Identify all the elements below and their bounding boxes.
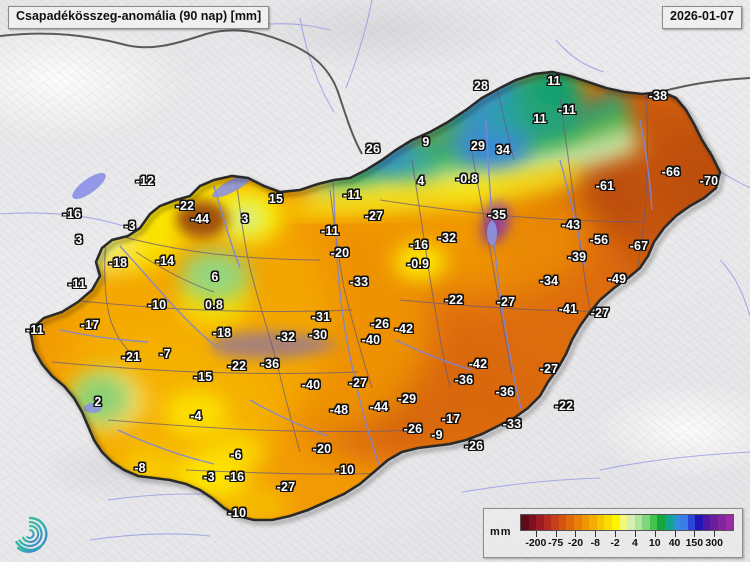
legend-tick-label: -2 xyxy=(610,537,620,549)
legend-color-swatch xyxy=(619,515,628,530)
color-scale-legend: mm -200 -75 -20 -8 -2 4 10 40 150 300 xyxy=(483,508,743,558)
county-borders xyxy=(51,83,683,475)
legend-tick-label: -20 xyxy=(567,537,584,549)
map-date: 2026-01-07 xyxy=(662,6,742,29)
legend-color-swatch xyxy=(574,515,582,530)
legend-unit-label: mm xyxy=(490,526,512,538)
map-title: Csapadékösszeg-anomália (90 nap) [mm] xyxy=(8,6,270,29)
legend-color-swatch xyxy=(634,515,643,530)
legend-tick xyxy=(595,531,597,537)
legend-tick-label: -200 xyxy=(525,537,547,549)
legend-color-swatch xyxy=(710,515,719,530)
legend-color-swatch xyxy=(725,515,734,530)
legend-color-swatch xyxy=(718,515,726,530)
legend-tick xyxy=(615,531,617,537)
legend-tick-label: 10 xyxy=(648,537,661,549)
legend-color-swatch xyxy=(657,515,665,530)
legend-tick-label: 40 xyxy=(668,537,681,549)
legend-color-swatch xyxy=(664,515,673,530)
legend-color-swatch xyxy=(536,515,544,530)
legend-color-swatch xyxy=(627,515,635,530)
legend-tick xyxy=(654,531,656,537)
legend-color-bar xyxy=(520,514,734,531)
legend-color-swatch xyxy=(589,515,597,530)
legend-color-swatch xyxy=(543,515,552,530)
legend-tick-label: 150 xyxy=(685,537,704,549)
legend-color-swatch xyxy=(687,515,696,530)
legend-color-swatch xyxy=(649,515,658,530)
legend-color-swatch xyxy=(611,515,620,530)
legend-tick-label: -75 xyxy=(548,537,564,549)
foreign-borders xyxy=(0,29,750,155)
lakes xyxy=(84,174,497,413)
legend-tick-marks xyxy=(520,531,734,537)
legend-tick xyxy=(634,531,636,537)
legend-color-swatch xyxy=(521,515,529,530)
legend-tick xyxy=(575,531,577,537)
legend-color-swatch xyxy=(528,515,537,530)
legend-color-swatch xyxy=(558,515,567,530)
legend-tick xyxy=(535,531,537,537)
legend-color-swatch xyxy=(566,515,575,530)
legend-color-swatch xyxy=(672,515,681,530)
legend-color-swatch xyxy=(604,515,612,530)
legend-color-swatch xyxy=(596,515,605,530)
lake-balaton xyxy=(72,172,106,200)
legend-color-swatch xyxy=(551,515,559,530)
legend-tick-labels: -200 -75 -20 -8 -2 4 10 40 150 300 xyxy=(520,537,734,551)
legend-tick-label: -8 xyxy=(590,537,600,549)
hungary-border xyxy=(28,70,722,522)
spiral-logo-icon xyxy=(15,516,48,553)
legend-color-swatch xyxy=(642,515,650,530)
legend-tick xyxy=(674,531,676,537)
legend-color-swatch xyxy=(680,515,688,530)
legend-tick xyxy=(694,531,696,537)
legend-tick-label: 300 xyxy=(705,537,723,549)
legend-color-swatch xyxy=(702,515,711,530)
legend-color-swatch xyxy=(581,515,590,530)
legend-tick xyxy=(555,531,557,537)
legend-tick-label: 4 xyxy=(632,537,638,549)
legend-tick xyxy=(714,531,716,537)
legend-color-swatch xyxy=(695,515,703,530)
